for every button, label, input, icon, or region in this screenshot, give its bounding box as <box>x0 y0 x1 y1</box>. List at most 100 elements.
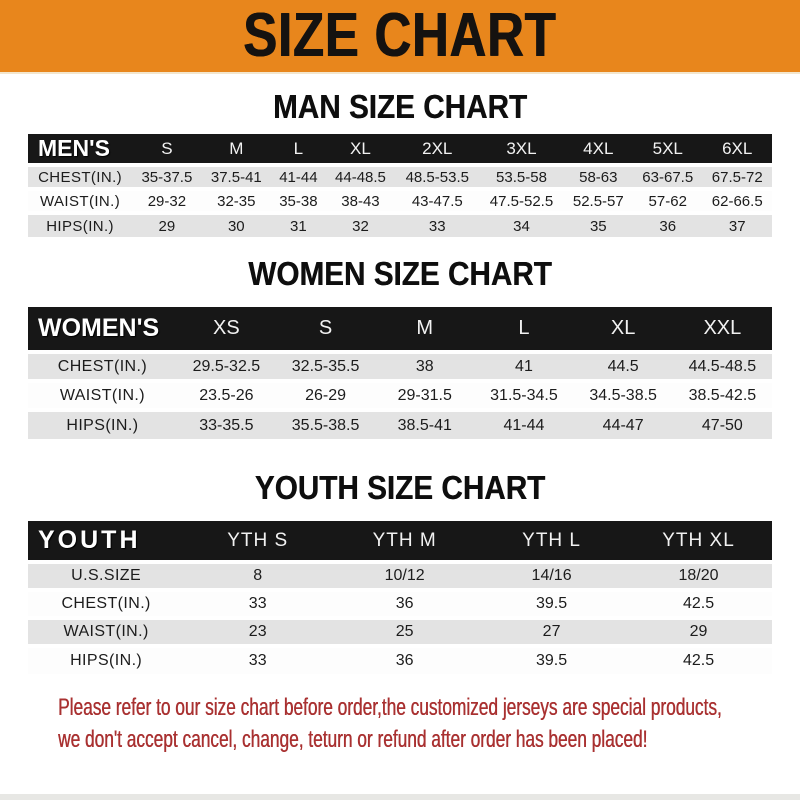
size-value-cell: 42.5 <box>625 588 772 618</box>
size-value-cell: 33-35.5 <box>176 408 276 439</box>
size-column-header: L <box>271 134 326 165</box>
size-value-cell: 39.5 <box>478 644 626 674</box>
size-value-cell: 33 <box>395 211 480 237</box>
table-title-cell: WOMEN'S <box>28 307 177 352</box>
size-value-cell: 36 <box>331 644 479 674</box>
size-value-cell: 8 <box>184 560 332 590</box>
size-value-cell: 25 <box>331 616 479 646</box>
size-column-header: YTH XL <box>625 521 772 562</box>
size-value-cell: 34 <box>479 211 564 237</box>
row-label-cell: CHEST(IN.) <box>28 350 177 381</box>
table-row: CHEST(IN.) 33 36 39.5 42.5 <box>28 588 772 618</box>
size-column-header: 3XL <box>479 134 564 165</box>
size-value-cell: 29 <box>625 616 772 646</box>
size-value-cell: 38.5-42.5 <box>672 379 772 410</box>
size-value-cell: 29-32 <box>132 187 202 213</box>
size-value-cell: 35-38 <box>271 187 326 213</box>
size-value-cell: 36 <box>633 211 703 237</box>
size-value-cell: 44-47 <box>573 408 673 439</box>
footer-disclaimer: Please refer to our size chart before or… <box>58 692 722 756</box>
size-value-cell: 10/12 <box>331 560 479 590</box>
section-youth: YOUTH SIZE CHART YOUTH YTH S YTH M YTH L YTH… <box>28 469 772 674</box>
size-value-cell: 57-62 <box>633 187 703 213</box>
table-title-cell: MEN'S <box>28 134 133 165</box>
men-section-heading: MAN SIZE CHART <box>272 88 528 125</box>
men-size-table: MEN'S S M L XL 2XL 3XL 4XL 5XL 6XL CHEST(IN.) 35-37… <box>28 134 772 237</box>
size-value-cell: 38.5-41 <box>375 408 475 439</box>
size-value-cell: 38 <box>375 350 475 381</box>
size-column-header: S <box>132 134 202 165</box>
row-label-cell: HIPS(IN.) <box>28 644 185 674</box>
row-label-cell: WAIST(IN.) <box>28 187 133 213</box>
size-value-cell: 33 <box>184 588 332 618</box>
size-value-cell: 58-63 <box>563 163 634 189</box>
table-row: HIPS(IN.) 29 30 31 32 33 34 35 36 37 <box>28 211 772 237</box>
table-row: CHEST(IN.) 29.5-32.5 32.5-35.5 38 41 44.5 44.5… <box>28 350 772 381</box>
size-value-cell: 53.5-58 <box>479 163 564 189</box>
content-area: MAN SIZE CHART MEN'S S M L XL 2XL 3XL 4XL 5XL 6XL… <box>0 88 800 756</box>
size-chart-banner: SIZE CHART <box>0 0 800 74</box>
size-column-header: XL <box>325 134 396 165</box>
size-value-cell: 39.5 <box>478 588 626 618</box>
size-value-cell: 35-37.5 <box>132 163 202 189</box>
table-header-row: WOMEN'S XS S M L XL XXL <box>28 307 772 352</box>
size-value-cell: 30 <box>201 211 272 237</box>
size-column-header: 6XL <box>702 134 772 165</box>
size-column-header: XS <box>176 307 276 352</box>
size-column-header: YTH M <box>331 521 479 562</box>
size-column-header: XXL <box>672 307 772 352</box>
size-value-cell: 52.5-57 <box>563 187 634 213</box>
size-value-cell: 23.5-26 <box>176 379 276 410</box>
table-row: WAIST(IN.) 29-32 32-35 35-38 38-43 43-47.5 47.… <box>28 187 772 213</box>
size-value-cell: 67.5-72 <box>702 163 772 189</box>
size-column-header: YTH S <box>184 521 332 562</box>
size-value-cell: 29 <box>132 211 202 237</box>
size-value-cell: 48.5-53.5 <box>395 163 480 189</box>
size-value-cell: 37 <box>702 211 772 237</box>
size-value-cell: 26-29 <box>275 379 376 410</box>
size-value-cell: 32.5-35.5 <box>275 350 376 381</box>
size-column-header: M <box>375 307 475 352</box>
size-value-cell: 41 <box>474 350 574 381</box>
size-column-header: 4XL <box>563 134 634 165</box>
size-value-cell: 31.5-34.5 <box>474 379 574 410</box>
row-label-cell: CHEST(IN.) <box>28 163 133 189</box>
section-men: MAN SIZE CHART MEN'S S M L XL 2XL 3XL 4XL 5XL 6XL… <box>28 88 772 237</box>
size-value-cell: 38-43 <box>325 187 396 213</box>
bottom-edge-strip <box>0 794 800 800</box>
size-value-cell: 44.5-48.5 <box>672 350 772 381</box>
row-label-cell: HIPS(IN.) <box>28 408 177 439</box>
size-value-cell: 41-44 <box>474 408 574 439</box>
size-value-cell: 35.5-38.5 <box>275 408 376 439</box>
size-value-cell: 18/20 <box>625 560 772 590</box>
size-column-header: 5XL <box>633 134 703 165</box>
footer-disclaimer-line2: we don't accept cancel, change, teturn o… <box>58 726 648 753</box>
size-value-cell: 29-31.5 <box>375 379 475 410</box>
banner-title: SIZE CHART <box>243 1 557 70</box>
size-value-cell: 47-50 <box>672 408 772 439</box>
section-women: WOMEN SIZE CHART WOMEN'S XS S M L XL XXL CHEST(… <box>28 255 772 439</box>
row-label-cell: CHEST(IN.) <box>28 588 185 618</box>
row-label-cell: HIPS(IN.) <box>28 211 133 237</box>
size-value-cell: 31 <box>271 211 326 237</box>
size-value-cell: 33 <box>184 644 332 674</box>
youth-size-table: YOUTH YTH S YTH M YTH L YTH XL U.S.SIZE 8 10/12… <box>28 521 772 674</box>
table-header-row: YOUTH YTH S YTH M YTH L YTH XL <box>28 521 772 562</box>
size-value-cell: 36 <box>331 588 479 618</box>
table-row: HIPS(IN.) 33-35.5 35.5-38.5 38.5-41 41-44 44-… <box>28 408 772 439</box>
size-value-cell: 62-66.5 <box>702 187 772 213</box>
table-header-row: MEN'S S M L XL 2XL 3XL 4XL 5XL 6XL <box>28 134 772 165</box>
size-column-header: M <box>201 134 272 165</box>
table-row: WAIST(IN.) 23.5-26 26-29 29-31.5 31.5-34.5 34… <box>28 379 772 410</box>
size-value-cell: 47.5-52.5 <box>479 187 564 213</box>
size-value-cell: 35 <box>563 211 634 237</box>
table-row: U.S.SIZE 8 10/12 14/16 18/20 <box>28 560 772 590</box>
size-column-header: YTH L <box>478 521 626 562</box>
footer-disclaimer-line1: Please refer to our size chart before or… <box>58 694 722 721</box>
size-value-cell: 44-48.5 <box>325 163 396 189</box>
size-value-cell: 37.5-41 <box>201 163 272 189</box>
women-section-heading: WOMEN SIZE CHART <box>248 255 552 292</box>
row-label-cell: U.S.SIZE <box>28 560 185 590</box>
size-value-cell: 29.5-32.5 <box>176 350 276 381</box>
size-value-cell: 34.5-38.5 <box>573 379 673 410</box>
